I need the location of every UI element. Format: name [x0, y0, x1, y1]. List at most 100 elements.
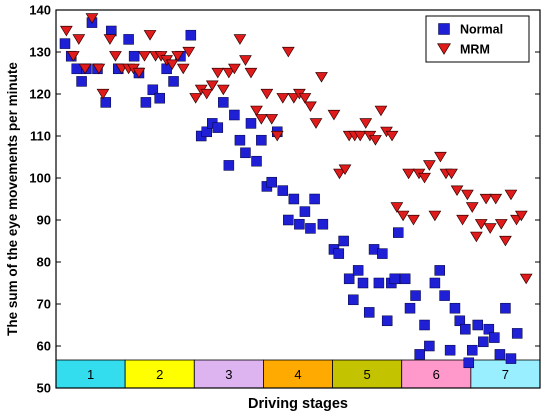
y-tick-label: 120: [29, 87, 51, 102]
y-tick-label: 140: [29, 3, 51, 18]
mrm-point: [309, 118, 323, 129]
mrm-point: [228, 63, 241, 75]
mrm-point: [423, 160, 436, 171]
normal-point: [500, 302, 511, 314]
mrm-point: [396, 210, 410, 222]
mrm-point: [474, 219, 488, 230]
normal-point: [357, 277, 369, 289]
normal-point: [363, 307, 375, 318]
stage-band-7: [470, 359, 541, 389]
mrm-point: [465, 202, 479, 213]
mrm-point: [96, 88, 110, 100]
stage-label-2: 2: [156, 367, 163, 382]
legend-marker-normal: [438, 23, 450, 35]
normal-point: [229, 109, 240, 121]
mrm-point: [103, 34, 117, 45]
normal-point: [343, 273, 355, 285]
normal-point: [223, 160, 235, 171]
y-tick-label: 90: [37, 213, 51, 228]
mrm-point: [265, 114, 279, 125]
normal-point: [185, 29, 197, 41]
mrm-point: [374, 105, 388, 117]
normal-point: [478, 336, 489, 348]
mrm-point: [402, 168, 415, 180]
normal-point: [256, 134, 267, 146]
mrm-point: [132, 67, 146, 79]
series-normal: [59, 17, 523, 369]
normal-point: [483, 323, 495, 335]
mrm-point: [428, 210, 442, 222]
normal-point: [299, 206, 311, 217]
series-mrm: [60, 13, 533, 285]
mrm-point: [494, 219, 508, 230]
mrm-point: [499, 235, 512, 247]
y-tick-label: 110: [30, 129, 51, 144]
mrm-point: [479, 193, 493, 205]
normal-point: [424, 340, 435, 352]
normal-point: [245, 118, 257, 129]
mrm-point: [189, 93, 203, 104]
normal-point: [389, 273, 401, 285]
normal-point: [234, 134, 246, 146]
mrm-point: [260, 88, 274, 100]
normal-point: [429, 277, 441, 289]
normal-point: [399, 273, 411, 285]
mrm-point: [315, 72, 328, 83]
mrm-point: [338, 164, 352, 176]
mrm-point: [489, 193, 503, 205]
mrm-point: [456, 214, 469, 226]
stage-label-1: 1: [87, 367, 94, 382]
mrm-point: [211, 67, 225, 79]
mrm-point: [222, 67, 236, 79]
normal-point: [59, 38, 71, 49]
normal-point: [283, 214, 294, 226]
plot-frame: [55, 9, 541, 389]
mrm-point: [461, 189, 474, 201]
normal-point: [317, 218, 329, 230]
mrm-point: [504, 189, 518, 201]
mrm-point: [450, 185, 464, 197]
normal-point: [348, 294, 359, 306]
normal-point: [128, 50, 140, 62]
mrm-point: [250, 105, 263, 117]
normal-point: [466, 344, 478, 356]
mrm-point: [244, 67, 258, 79]
stage-label-6: 6: [433, 367, 440, 382]
normal-point: [489, 332, 500, 343]
normal-point: [434, 265, 445, 276]
normal-point: [373, 277, 385, 289]
stage-label-4: 4: [294, 367, 301, 382]
stage-label-5: 5: [364, 367, 371, 382]
normal-point: [463, 357, 475, 369]
x-axis-label: Driving stages: [248, 396, 348, 412]
legend-marker-mrm: [437, 43, 451, 55]
mrm-point: [254, 114, 268, 125]
mrm-point: [434, 151, 447, 163]
normal-point: [494, 349, 506, 360]
normal-point: [404, 302, 416, 314]
mrm-point: [418, 172, 431, 184]
mrm-point: [385, 130, 399, 142]
normal-point: [288, 193, 300, 205]
normal-point: [449, 302, 461, 314]
normal-point: [305, 223, 316, 234]
y-tick-label: 80: [37, 255, 51, 270]
mrm-point: [165, 59, 179, 71]
y-axis-ticks: 50 60 70 80 90 100 110 120 130 140: [29, 3, 540, 396]
mrm-point: [72, 34, 86, 45]
normal-point: [201, 126, 212, 138]
normal-point: [218, 97, 229, 108]
normal-point: [240, 147, 251, 159]
legend: Normal MRM: [425, 15, 530, 63]
normal-point: [338, 235, 349, 247]
mrm-point: [92, 63, 106, 75]
normal-point: [100, 97, 112, 108]
normal-point: [393, 227, 404, 238]
normal-point: [352, 265, 364, 276]
y-tick-label: 50: [37, 381, 51, 396]
mrm-point: [445, 168, 458, 180]
y-axis-label: The sum of the eye movements per minute: [5, 62, 20, 336]
y-tick-label: 130: [29, 45, 51, 60]
mrm-point: [85, 13, 99, 24]
